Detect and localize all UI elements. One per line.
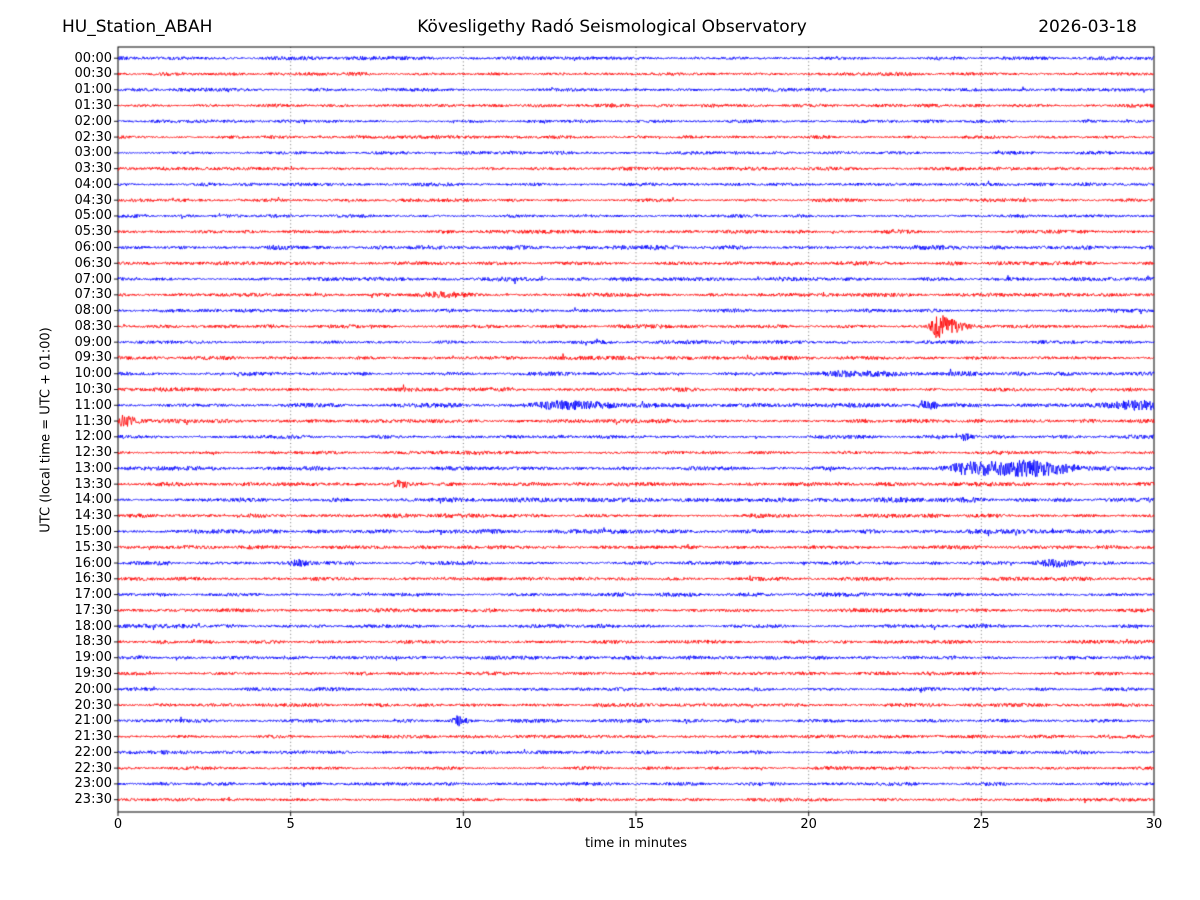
y-tick-label: 20:30 [74,697,112,713]
y-tick-label: 03:30 [74,161,112,177]
y-tick-label: 23:30 [74,792,112,808]
y-tick-label: 22:30 [74,760,112,776]
observatory-title: Kövesligethy Radó Seismological Observat… [417,17,807,37]
y-tick-label: 03:00 [74,145,112,161]
y-tick-label: 02:30 [74,129,112,145]
y-tick-label: 13:00 [74,460,112,476]
y-tick-label: 09:00 [74,334,112,350]
y-tick-label: 04:00 [74,176,112,192]
station-title: HU_Station_ABAH [62,17,213,37]
y-tick-label: 12:00 [74,429,112,445]
y-tick-label: 10:30 [74,381,112,397]
y-tick-label: 01:30 [74,98,112,114]
y-tick-label: 20:00 [74,681,112,697]
x-tick-label: 15 [627,817,645,832]
y-tick-label: 18:00 [74,618,112,634]
y-tick-label: 16:00 [74,555,112,571]
y-tick-label: 11:30 [74,413,112,429]
y-tick-label: 17:00 [74,587,112,603]
y-tick-label: 12:30 [74,445,112,461]
x-tick-label: 5 [286,817,295,832]
y-tick-label: 13:30 [74,476,112,492]
date-title: 2026-03-18 [1038,17,1137,37]
y-tick-label: 06:00 [74,240,112,255]
y-tick-label: 07:00 [74,271,112,287]
x-tick-label: 10 [455,817,472,832]
y-tick-label: 00:30 [74,66,112,82]
x-tick-label: 20 [800,817,817,832]
y-tick-label: 14:30 [74,508,112,524]
y-tick-label: 16:30 [74,571,112,587]
y-tick-label: 10:00 [74,366,112,382]
y-tick-label: 19:00 [74,650,112,666]
y-tick-label: 09:30 [74,350,112,366]
y-tick-label: 05:00 [74,208,112,224]
y-tick-label: 08:30 [74,318,112,334]
y-tick-label: 06:30 [74,255,112,271]
y-tick-label: 18:30 [74,634,112,650]
x-axis-label: time in minutes [584,836,688,851]
y-tick-label: 23:00 [74,776,112,792]
y-tick-label: 21:30 [74,729,112,745]
x-tick-label: 25 [973,817,990,832]
x-tick-label: 30 [1145,817,1163,832]
y-tick-label: 08:00 [74,303,112,319]
y-tick-label: 15:30 [74,539,112,555]
y-tick-label: 22:00 [74,744,112,760]
y-tick-label: 11:00 [74,397,112,413]
y-tick-label: 01:00 [74,82,112,98]
y-tick-label: 15:00 [74,523,112,539]
y-tick-label: 17:30 [74,602,112,618]
y-tick-label: 04:30 [74,192,112,208]
y-tick-label: 05:30 [74,224,112,240]
y-tick-label: 00:00 [74,50,112,66]
y-tick-label: 19:30 [74,665,112,681]
y-tick-label: 07:30 [74,287,112,303]
y-tick-label: 14:00 [74,492,112,508]
y-tick-label: 02:00 [74,113,112,129]
y-tick-label: 21:00 [74,713,112,729]
x-tick-label: 0 [113,817,123,832]
